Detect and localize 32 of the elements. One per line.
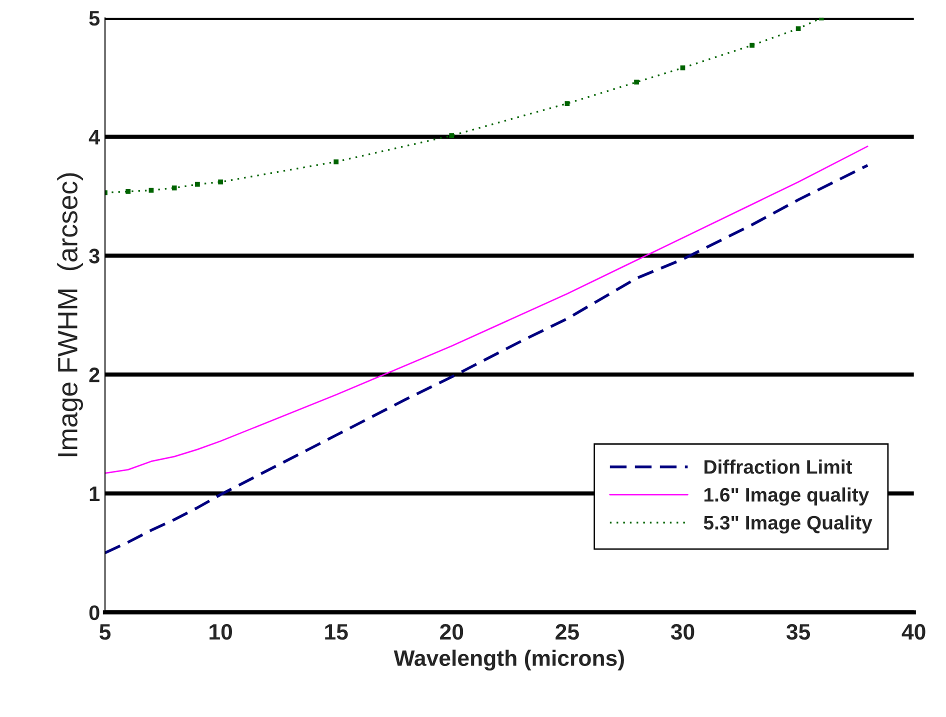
x-tick-label: 35 <box>786 624 810 640</box>
point <box>126 189 131 194</box>
x-tick-label: 20 <box>440 624 464 640</box>
x-axis-title: Wavelength (microns) <box>394 650 624 671</box>
point <box>334 159 339 164</box>
point <box>750 42 754 48</box>
legend-label: Diffraction Limit <box>704 460 852 474</box>
point <box>796 26 801 32</box>
y-tick-label: 2 <box>89 368 100 382</box>
x-tick-label: 40 <box>902 624 926 640</box>
x-tick-label: 10 <box>210 624 232 640</box>
x-tick-label: 25 <box>556 624 579 640</box>
point <box>634 80 639 85</box>
legend-label: 1.6" Image quality <box>704 487 870 506</box>
point <box>449 133 454 138</box>
y-tick-label: 3 <box>89 248 100 264</box>
legend-label: 5.3" Image Quality <box>704 515 872 534</box>
point <box>218 180 223 184</box>
y-tick-label: 1 <box>90 486 100 501</box>
point <box>148 188 154 193</box>
y-tick-label: 5 <box>89 11 100 26</box>
x-tick-label: 15 <box>325 624 348 640</box>
line-series <box>105 146 868 474</box>
point <box>195 182 200 187</box>
point <box>564 101 570 106</box>
y-tick-label: 0 <box>89 605 100 620</box>
y-tick-label: 4 <box>88 130 100 144</box>
x-tick-label: 5 <box>100 624 111 640</box>
y-axis-title: Image FWHM (arcsec) <box>57 173 84 456</box>
point <box>680 65 686 70</box>
x-tick-label: 30 <box>670 624 694 640</box>
point <box>172 185 177 190</box>
